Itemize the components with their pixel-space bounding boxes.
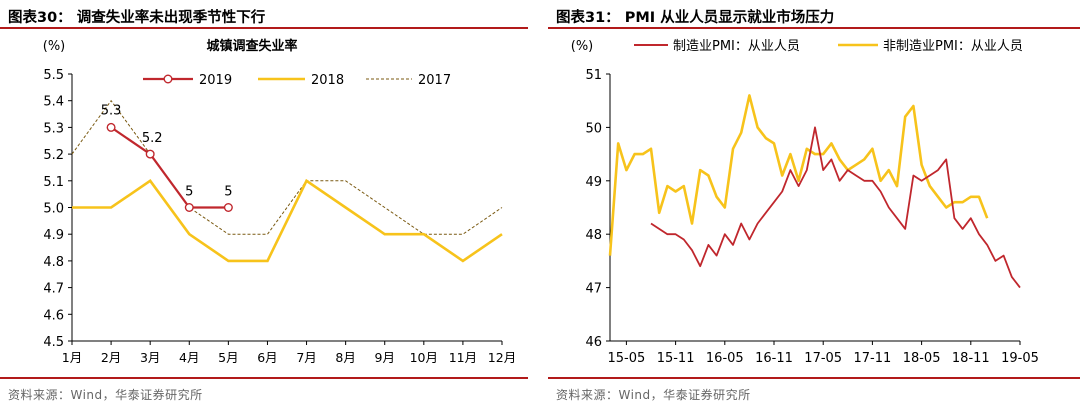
legend-nonmfg-label: 非制造业PMI：从业人员 <box>883 39 1023 54</box>
left-source-note: 资料来源：Wind，华泰证券研究所 <box>8 388 203 402</box>
left-x-tick-label: 9月 <box>375 350 395 365</box>
series-2019-point <box>184 202 194 212</box>
left-y-tick-label: 5.2 <box>43 148 64 163</box>
left-y-tick-label: 4.7 <box>43 282 64 297</box>
left-x-tick-label: 6月 <box>257 350 277 365</box>
series-2019-line <box>110 126 229 209</box>
series-2019-point <box>223 202 233 212</box>
right-x-tick-label: 18-11 <box>952 351 990 366</box>
right-x-tick-label: 17-11 <box>854 351 892 366</box>
left-y-tick-label: 4.9 <box>43 228 64 243</box>
right-x-tick-label: 17-05 <box>804 351 842 366</box>
left-bottom-rule <box>0 377 528 379</box>
left-y-tick-label: 4.8 <box>43 255 64 270</box>
series-2019-data-label: 5 <box>185 185 193 200</box>
left-x-tick-label: 4月 <box>179 350 199 365</box>
series-2019-data-label: 5.2 <box>142 131 163 146</box>
series-2019-data-label: 5 <box>224 185 232 200</box>
legend-2019-marker <box>163 74 173 84</box>
left-figure: 图表30： 调查失业率未出现季节性下行 (%) 城镇调查失业率 4.5 4.6 4.7 4… <box>0 0 528 413</box>
left-figure-title: 图表30： 调查失业率未出现季节性下行 <box>8 10 266 26</box>
right-figure: 图表31： PMI 从业人员显示就业市场压力 (%) 46 47 48 49 50 51 15… <box>548 0 1080 413</box>
series-mfg-line <box>650 126 1021 289</box>
left-x-tick-label: 1月 <box>62 350 82 365</box>
left-y-tick-label: 5.5 <box>43 68 64 83</box>
left-x-tick-label: 7月 <box>296 350 316 365</box>
left-x-tick-label: 3月 <box>140 350 160 365</box>
left-top-rule <box>0 27 528 29</box>
legend-2019-label: 2019 <box>199 73 232 88</box>
left-x-tick-label: 11月 <box>449 350 477 365</box>
left-y-tick-label: 4.6 <box>43 308 64 323</box>
left-y-tick-label: 5.4 <box>43 95 64 110</box>
right-x-tick-label: 15-05 <box>608 351 646 366</box>
series-2018-line <box>72 178 503 263</box>
right-y-tick-label: 51 <box>585 68 602 83</box>
left-y-tick-label: 5.3 <box>43 121 64 136</box>
right-y-unit: (%) <box>571 39 594 54</box>
legend-2017-label: 2017 <box>418 73 451 88</box>
series-2019-point <box>106 122 116 132</box>
right-x-tick-label: 18-05 <box>903 351 941 366</box>
right-y-tick-label: 48 <box>585 228 602 243</box>
left-x-tick-label: 10月 <box>410 350 438 365</box>
left-x-tick-label: 2月 <box>101 350 121 365</box>
right-y-tick-label: 47 <box>585 282 602 297</box>
series-2017-data-label: 5.3 <box>101 104 122 119</box>
left-x-tick-label: 8月 <box>335 350 355 365</box>
left-x-tick-label: 12月 <box>488 350 516 365</box>
right-source-note: 资料来源：Wind，华泰证券研究所 <box>556 388 751 402</box>
right-x-tick-label: 16-11 <box>755 351 793 366</box>
right-y-tick-label: 50 <box>585 121 602 136</box>
left-y-tick-label: 5.0 <box>43 202 64 217</box>
right-x-tick-label: 15-11 <box>657 351 695 366</box>
series-2017-line <box>71 99 503 235</box>
right-y-tick-label: 49 <box>585 175 602 190</box>
left-y-unit: (%) <box>43 39 66 54</box>
left-y-tick-label: 5.1 <box>43 175 64 190</box>
right-bottom-rule <box>548 377 1080 379</box>
series-nonmfg-line <box>608 94 989 256</box>
left-chart-title: 城镇调查失业率 <box>206 38 297 54</box>
right-figure-title: 图表31： PMI 从业人员显示就业市场压力 <box>556 10 835 26</box>
right-x-tick-label: 16-05 <box>706 351 744 366</box>
pmi-employment-chart: (%) 46 47 48 49 50 51 15-05 15-11 16-05 16-11 17-05… <box>571 39 1039 366</box>
legend-2018-label: 2018 <box>311 73 344 88</box>
right-x-tick-label: 19-05 <box>1001 351 1039 366</box>
right-top-rule <box>548 27 1080 29</box>
left-x-tick-label: 5月 <box>218 350 238 365</box>
series-2019-point <box>145 149 155 159</box>
right-y-tick-label: 46 <box>585 335 602 350</box>
left-y-tick-label: 4.5 <box>43 335 64 350</box>
unemployment-rate-chart: (%) 城镇调查失业率 4.5 4.6 4.7 4.8 4.9 5.0 5.1 5.2 5.3 5.4… <box>43 38 516 365</box>
legend-mfg-label: 制造业PMI：从业人员 <box>673 39 800 54</box>
